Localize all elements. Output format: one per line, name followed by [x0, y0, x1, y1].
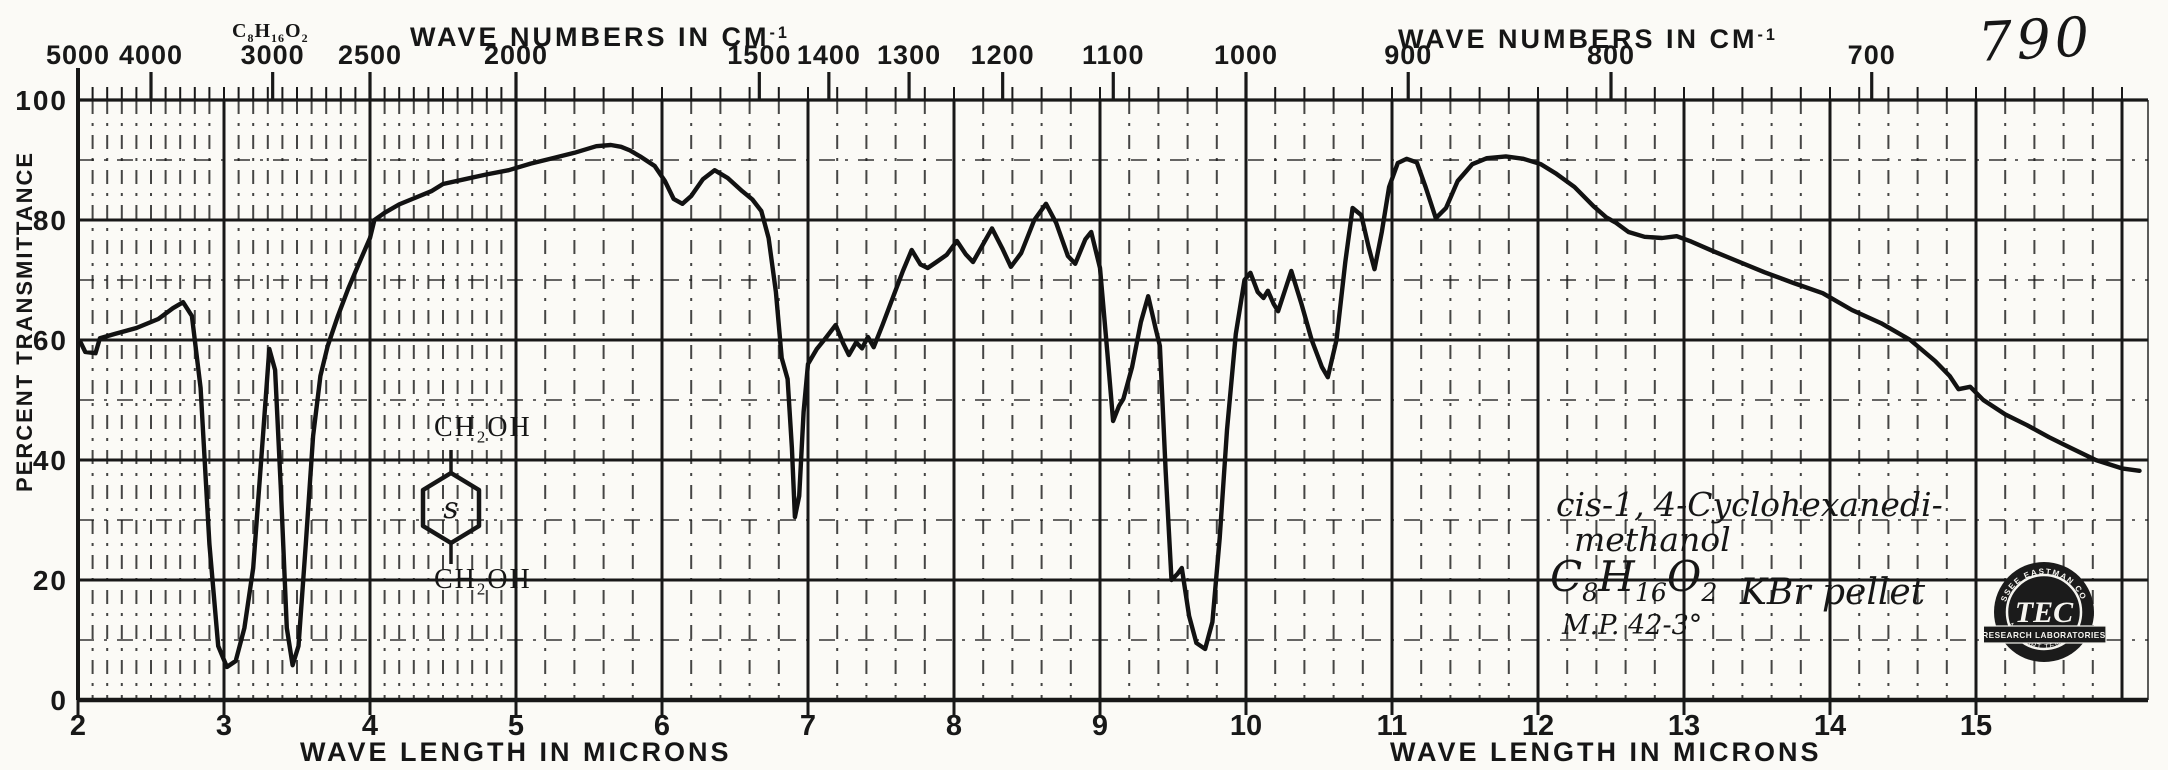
wavenumber-tick-label: 2500	[338, 40, 402, 70]
wavenumbers-axis-title-left: WAVE NUMBERS IN CM-1	[410, 22, 790, 52]
spectrum-curve	[78, 142, 2142, 670]
wavenumber-tick-label: 900	[1384, 40, 1432, 70]
micron-tick-label: 15	[1960, 710, 1992, 742]
wavenumber-tick-label: 1100	[1082, 40, 1145, 70]
transmittance-axis-title: PERCENT TRANSMITTANCE	[12, 150, 37, 492]
stamp-monogram: TEC	[2015, 596, 2074, 629]
micron-tick-label: 4	[362, 710, 378, 742]
transmittance-tick-label: 40	[33, 445, 68, 476]
transmittance-tick-label: 20	[33, 565, 68, 596]
stamp-banner-text: RESEARCH LABORATORIES	[1984, 631, 2106, 640]
wavenumber-tick-label: 1400	[797, 40, 861, 70]
micron-tick-label: 3	[216, 710, 232, 742]
transmittance-tick-label: 0	[50, 685, 68, 716]
compound-name-line2: methanol	[1574, 520, 1731, 559]
stamp-banner	[1984, 625, 2107, 644]
formula-stamp: C8H16O2	[232, 20, 309, 45]
micron-tick-label: 5	[508, 710, 524, 742]
grid-horizontal-minor	[78, 159, 2148, 641]
micron-tick-label: 6	[654, 710, 670, 742]
structure-ring-drawing: s	[420, 450, 482, 564]
micron-ticks-and-labels: 2 3 4 5 6 7 8 9 10 11 12 13 14 15	[70, 700, 1992, 742]
transmittance-tick-label: 100	[15, 85, 68, 116]
wavenumber-tick-label: 1500	[727, 40, 791, 70]
wavenumber-tick-label: 1200	[971, 40, 1035, 70]
wavenumber-tick-label: 3000	[241, 40, 305, 70]
micron-tick-label: 14	[1814, 710, 1846, 742]
wavelength-axis-title-right: WAVE LENGTH IN MICRONS	[1390, 737, 1822, 767]
stamp-inner-ring	[2005, 573, 2083, 651]
transmittance-tick-label: 60	[33, 325, 68, 356]
wavenumber-tick-label: 1000	[1214, 40, 1278, 70]
transmittance-tick-label: 80	[33, 205, 68, 236]
wavenumber-ticks-and-labels: 5000 4000 3000 2500 2000 1500 1400 1300 1200 1100…	[46, 40, 1896, 100]
wavenumber-tick-label: 2000	[484, 40, 548, 70]
wavelength-axis-title-left: WAVE LENGTH IN MICRONS	[300, 737, 732, 767]
micron-tick-label: 12	[1522, 710, 1554, 742]
micron-tick-label: 9	[1092, 710, 1108, 742]
spectrum-number-handwritten: 790	[1976, 5, 2095, 74]
compound-formula: C8H16O2	[1550, 552, 1718, 608]
micron-tick-label: 13	[1668, 710, 1700, 742]
wavenumbers-axis-title-right: WAVE NUMBERS IN CM-1	[1398, 24, 1778, 54]
compound-name-line1: cis-1, 4-Cyclohexanedi-	[1556, 485, 1943, 524]
wavenumber-tick-label: 4000	[119, 40, 183, 70]
structure-ring-label: s	[443, 491, 458, 526]
structure-bottom-group: CH2OH	[434, 564, 532, 599]
melting-point: M.P. 42-3°	[1562, 610, 1703, 641]
wavenumber-tick-label: 700	[1848, 40, 1896, 70]
tennessee-eastman-stamp: TENNESSEE EASTMAN COMPANY TEC KINGSPORT …	[1984, 560, 2107, 662]
micron-tick-label: 10	[1230, 710, 1262, 742]
wavenumber-tick-label: 5000	[46, 40, 110, 70]
grid-horizontal-major	[78, 218, 2148, 582]
micron-tick-label: 7	[800, 710, 816, 742]
transmittance-curve	[78, 142, 2142, 670]
micron-tick-label: 2	[70, 710, 86, 742]
top-axis-ticks	[77, 87, 2123, 100]
sample-technique: KBr pellet	[1740, 572, 1926, 613]
grid-vertical-major	[222, 100, 2124, 700]
micron-tick-label: 8	[946, 710, 962, 742]
structure-top-group: CH2OH	[434, 412, 532, 447]
micron-tick-label: 11	[1377, 710, 1408, 742]
wavenumber-tick-label: 800	[1587, 40, 1635, 70]
chemical-structure: CH2OH s CH2OH	[402, 412, 562, 622]
transmittance-tick-labels: 100 80 60 40 20 0	[15, 85, 68, 716]
wavenumber-tick-label: 1300	[877, 40, 941, 70]
